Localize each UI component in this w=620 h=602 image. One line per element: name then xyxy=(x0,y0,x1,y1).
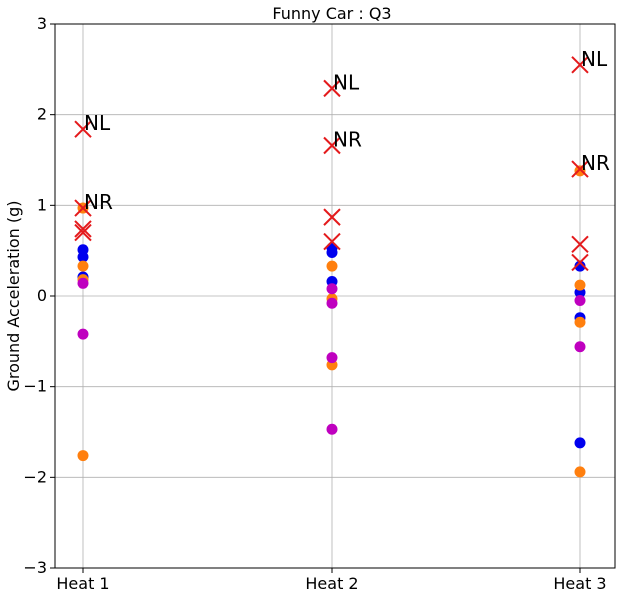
y-tick-label: −2 xyxy=(23,467,47,486)
x-marker-point xyxy=(323,136,341,155)
x-marker-point xyxy=(74,220,92,238)
y-tick-label: 3 xyxy=(37,14,47,33)
point-annotation: NL xyxy=(581,47,608,71)
annotations: NL NR NL NR NL NR xyxy=(84,47,610,214)
point-annotation: NL xyxy=(84,111,111,135)
point-annotation: NR xyxy=(581,151,610,175)
data-points xyxy=(74,56,589,478)
scatter-point xyxy=(574,437,586,449)
scatter-point xyxy=(574,341,586,353)
scatter-point xyxy=(77,260,89,272)
x-marker-point xyxy=(74,223,92,242)
y-tick-label: 1 xyxy=(37,195,47,214)
scatter-point xyxy=(326,297,338,309)
scatter-point xyxy=(77,450,89,462)
scatter-point xyxy=(574,466,586,478)
x-marker-point xyxy=(323,79,341,98)
scatter-point xyxy=(326,260,338,272)
scatter-point xyxy=(77,251,89,263)
x-marker-point xyxy=(74,199,92,217)
x-marker-point xyxy=(571,235,589,254)
x-tick-label: Heat 2 xyxy=(305,574,358,593)
scatter-point xyxy=(574,279,586,291)
scatter-point xyxy=(77,277,89,289)
scatter-point xyxy=(574,260,586,272)
x-marker-point xyxy=(323,208,341,226)
y-tick-label: −1 xyxy=(23,377,47,396)
x-marker-point xyxy=(571,56,589,74)
x-marker-point xyxy=(571,160,589,178)
point-annotation: NR xyxy=(333,127,362,151)
y-tick-label: 2 xyxy=(37,105,47,124)
scatter-point xyxy=(326,423,338,435)
scatter-point xyxy=(574,295,586,307)
scatter-point xyxy=(574,316,586,328)
scatter-point xyxy=(326,352,338,364)
y-tick-label: −3 xyxy=(23,558,47,577)
scatter-point xyxy=(77,328,89,340)
plot-frame xyxy=(54,23,616,569)
x-tick-label: Heat 3 xyxy=(553,574,606,593)
y-tick-label: 0 xyxy=(37,286,47,305)
x-marker-point xyxy=(74,120,92,138)
scatter-point xyxy=(326,246,338,258)
y-axis-label: Ground Acceleration (g) xyxy=(4,200,23,391)
x-marker-point xyxy=(323,232,341,251)
point-annotation: NR xyxy=(84,190,113,214)
point-annotation: NL xyxy=(333,70,360,94)
x-tick-label: Heat 1 xyxy=(56,574,109,593)
scatter-point xyxy=(574,165,586,177)
axis-ticks: −3 −2 −1 0 1 2 3 Heat 1 Heat 2 Heat 3 xyxy=(23,14,606,593)
x-marker-point xyxy=(571,253,589,272)
scatter-point xyxy=(326,283,338,295)
chart-title: Funny Car : Q3 xyxy=(272,4,391,23)
